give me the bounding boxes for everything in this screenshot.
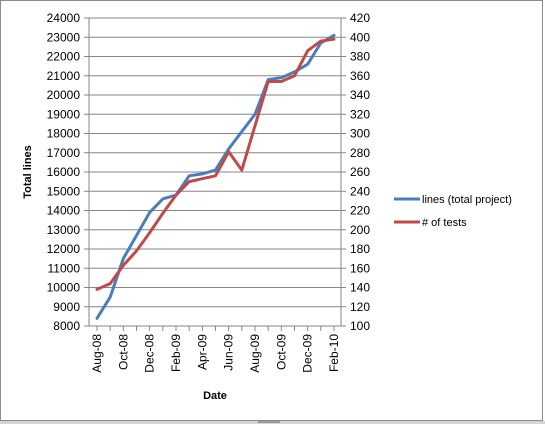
x-tick-label: Feb-09 xyxy=(169,334,183,372)
x-tick-label: Aug-08 xyxy=(90,334,104,373)
y-tick-label: 11000 xyxy=(48,261,81,275)
series-line xyxy=(95,37,336,291)
y2-tick-label: 300 xyxy=(350,127,370,141)
axes xyxy=(84,17,346,331)
legend-label: # of tests xyxy=(422,217,467,229)
y-tick-label: 21000 xyxy=(47,69,81,83)
y-tick-label: 13000 xyxy=(47,223,81,237)
y-tick-label: 18000 xyxy=(47,127,81,141)
y2-tick-label: 360 xyxy=(350,69,370,83)
y-tick-label: 14000 xyxy=(47,204,81,218)
y2-tick-label: 380 xyxy=(350,50,370,64)
x-tick-label: Apr-09 xyxy=(195,334,209,370)
y2-tick-label: 240 xyxy=(350,184,370,198)
legend-label: lines (total project) xyxy=(422,194,512,206)
series-line xyxy=(95,33,336,320)
x-tick-label: Feb-10 xyxy=(327,334,341,372)
x-tick-label: Jun-09 xyxy=(222,334,236,371)
y-tick-label: 16000 xyxy=(47,165,81,179)
x-tick-label: Oct-09 xyxy=(274,334,288,370)
y2-tick-label: 420 xyxy=(350,11,370,25)
y2-tick-label: 400 xyxy=(350,30,370,44)
y-axis-title: Total lines xyxy=(22,145,34,199)
y2-tick-label: 120 xyxy=(350,300,370,314)
y-tick-label: 8000 xyxy=(53,319,80,333)
y-tick-label: 10000 xyxy=(47,281,81,295)
x-axis-title: Date xyxy=(203,390,227,402)
series-lines xyxy=(95,33,336,320)
y2-tick-label: 100 xyxy=(350,319,370,333)
y-tick-label: 20000 xyxy=(47,88,81,102)
y-tick-label: 23000 xyxy=(47,30,81,44)
y-tick-label: 12000 xyxy=(47,242,81,256)
y2-tick-label: 200 xyxy=(350,223,370,237)
y-tick-label: 22000 xyxy=(47,50,81,64)
y2-tick-label: 320 xyxy=(350,107,370,121)
y2-tick-label: 160 xyxy=(350,261,370,275)
x-tick-label: Oct-08 xyxy=(116,334,130,370)
tick-labels: 8000 9000 10000 11000 12000 13000 14000 15000 16… xyxy=(47,11,371,373)
x-tick-label: Dec-08 xyxy=(143,334,157,373)
y-tick-label: 24000 xyxy=(47,11,81,25)
y-tick-label: 19000 xyxy=(47,107,81,121)
x-tick-label: Dec-09 xyxy=(301,334,315,373)
y2-tick-label: 220 xyxy=(350,204,370,218)
y-tick-label: 9000 xyxy=(53,300,80,314)
legend: lines (total project) # of tests xyxy=(394,194,512,229)
y2-tick-label: 260 xyxy=(350,165,370,179)
gridlines xyxy=(89,17,341,308)
y-tick-label: 17000 xyxy=(47,146,81,160)
y2-tick-label: 280 xyxy=(350,146,370,160)
y2-tick-label: 140 xyxy=(350,281,370,295)
y-tick-label: 15000 xyxy=(47,184,81,198)
y2-tick-label: 180 xyxy=(350,242,370,256)
y2-tick-label: 340 xyxy=(350,88,370,102)
resize-grip[interactable] xyxy=(258,421,280,423)
x-tick-label: Aug-09 xyxy=(248,334,262,373)
